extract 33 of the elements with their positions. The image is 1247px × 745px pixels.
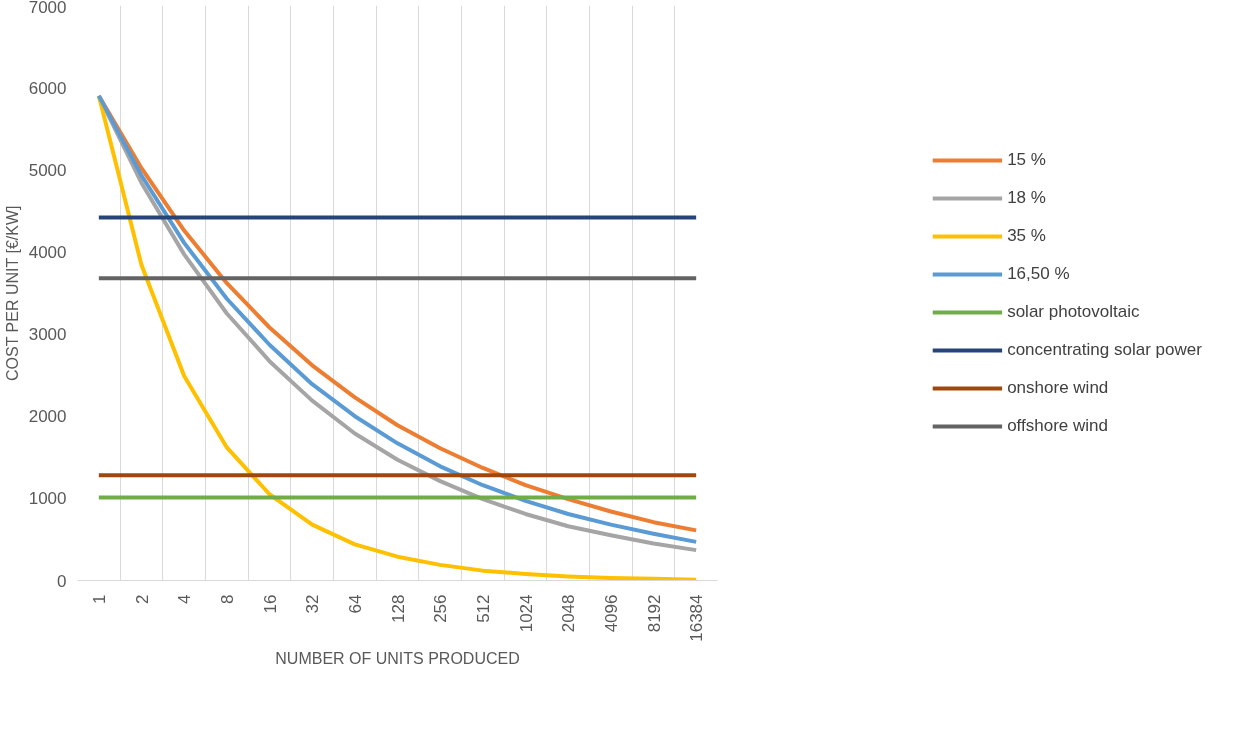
x-tick-label: 8192 [644, 594, 664, 633]
legend-label: onshore wind [1007, 376, 1109, 399]
y-axis-title: COST PER UNIT [€/KW] [3, 205, 21, 382]
x-tick-label: 2 [132, 594, 152, 604]
y-tick-label: 7000 [28, 0, 67, 17]
y-tick-label: 1000 [28, 489, 67, 509]
legend-label: 16,50 % [1007, 262, 1070, 285]
x-tick-label: 4 [175, 594, 195, 604]
x-tick-label: 128 [388, 594, 408, 623]
x-tick-label: 512 [473, 594, 493, 623]
y-tick-label: 5000 [28, 160, 67, 180]
x-tick-label: 256 [431, 594, 451, 623]
y-tick-label: 2000 [28, 407, 67, 427]
y-tick-label: 0 [57, 571, 67, 591]
legend-label: offshore wind [1007, 414, 1108, 437]
legend-label: concentrating solar power [1007, 338, 1202, 361]
legend-label: 35 % [1007, 224, 1046, 247]
x-tick-label: 8 [217, 594, 237, 604]
x-tick-label: 1 [89, 594, 109, 604]
x-axis-title: NUMBER OF UNITS PRODUCED [275, 649, 520, 667]
x-tick-label: 64 [345, 594, 365, 614]
y-tick-label: 4000 [28, 242, 67, 262]
legend-label: solar photovoltaic [1007, 300, 1140, 323]
legend-label: 15 % [1007, 148, 1046, 171]
x-tick-label: 1024 [516, 594, 536, 633]
y-tick-label: 3000 [28, 325, 67, 345]
x-tick-label: 16 [260, 594, 280, 614]
legend-label: 18 % [1007, 186, 1046, 209]
x-tick-label: 32 [303, 594, 323, 614]
x-tick-label: 4096 [601, 594, 621, 633]
y-tick-label: 6000 [28, 78, 67, 98]
x-tick-label: 16384 [687, 594, 707, 642]
x-tick-label: 2048 [559, 594, 579, 633]
